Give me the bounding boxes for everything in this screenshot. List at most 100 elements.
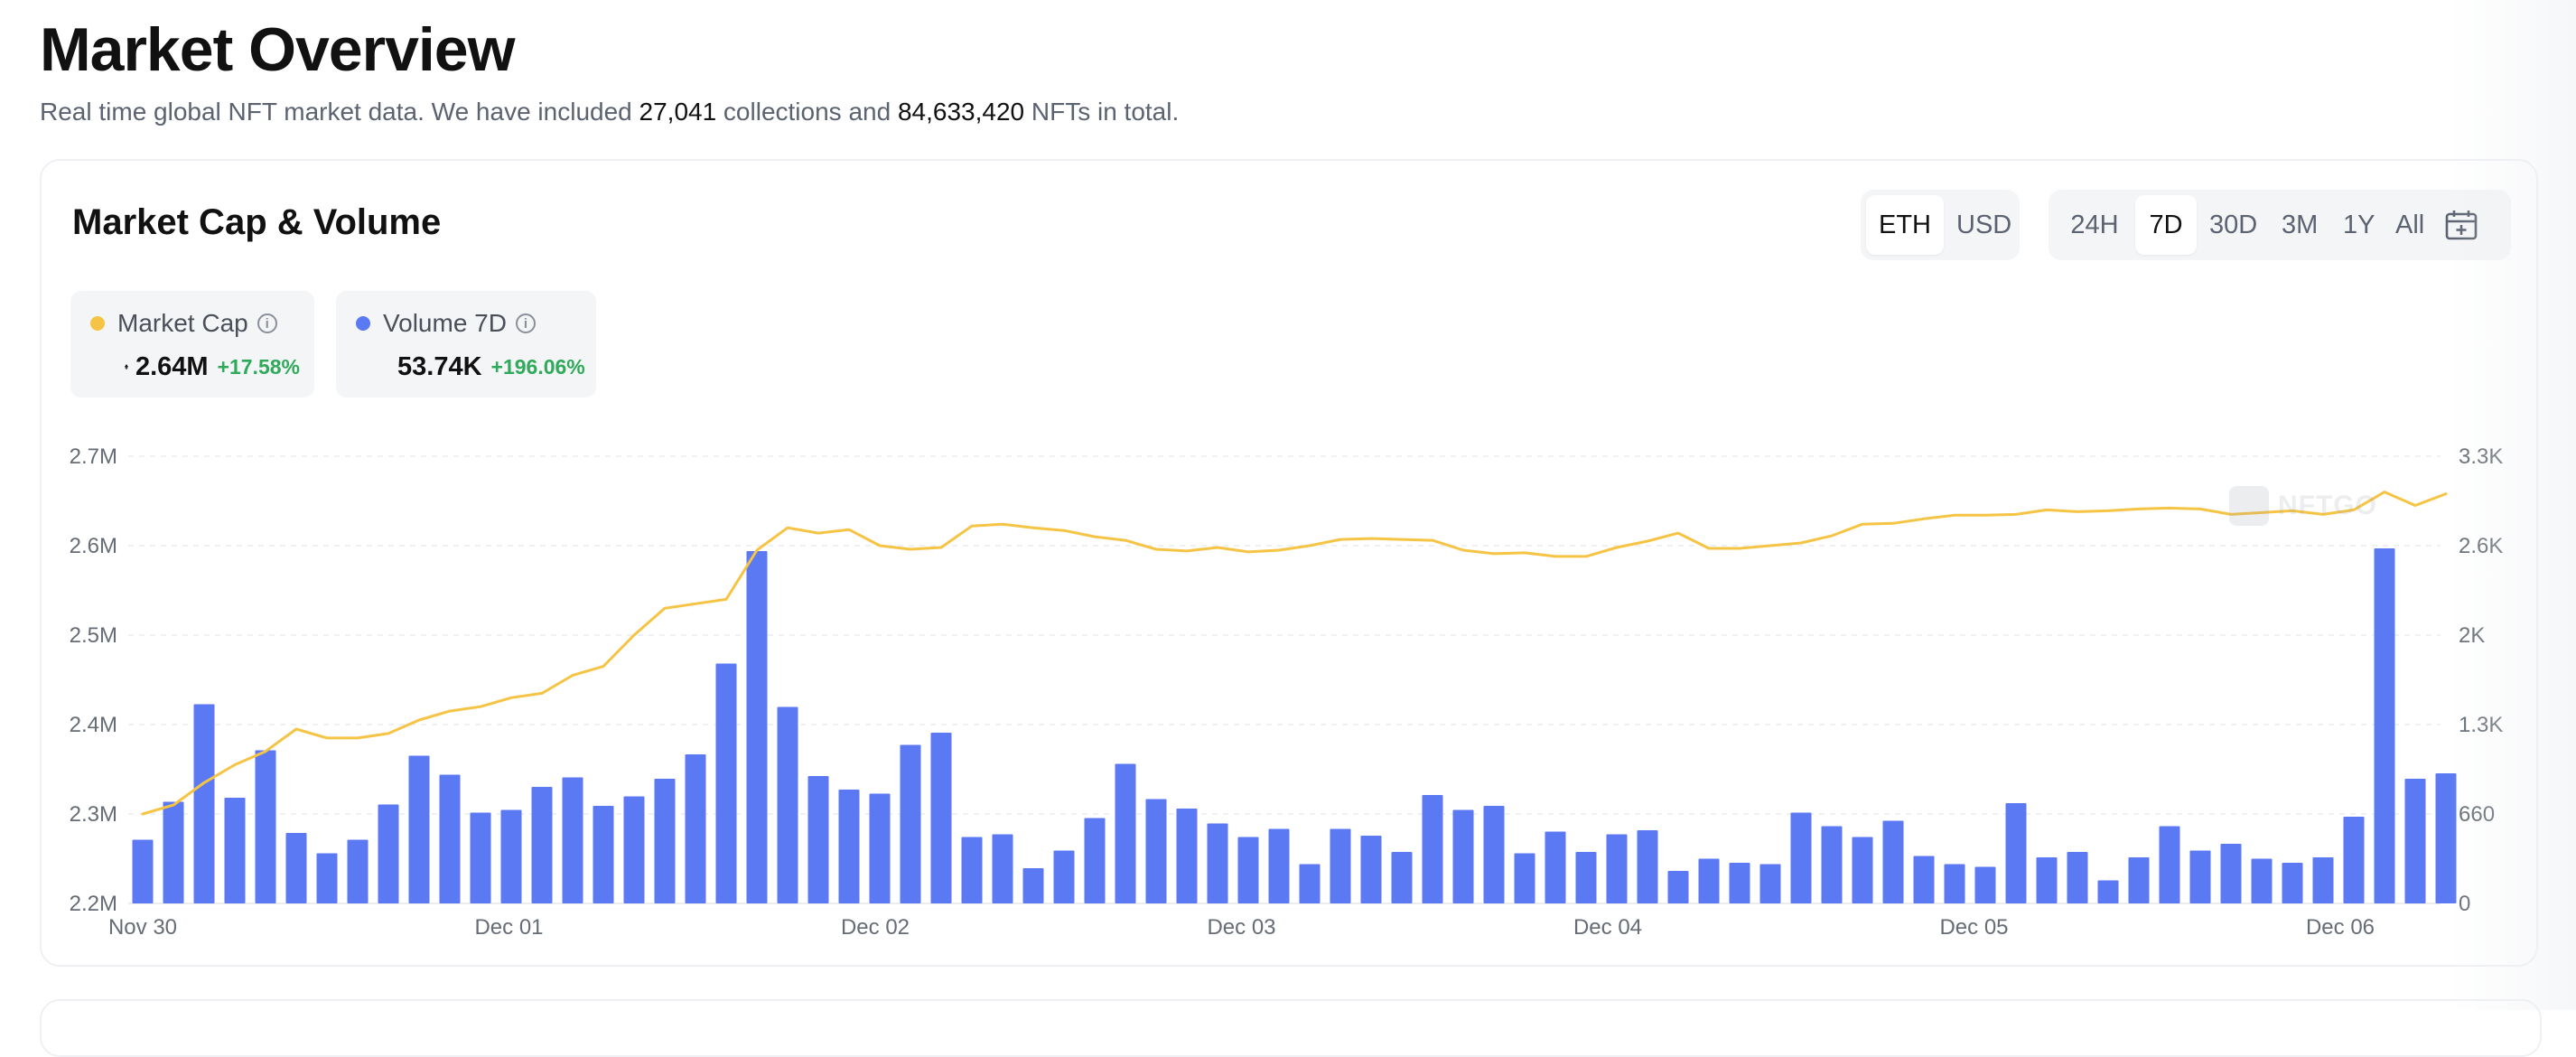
eth-icon xyxy=(125,363,128,370)
volume-bar xyxy=(1115,763,1136,903)
x-tick-label: Dec 02 xyxy=(841,915,910,940)
volume-bar xyxy=(1299,864,1321,903)
currency-toggle: ETH USD xyxy=(1861,190,2020,260)
subtitle-prefix: Real time global NFT market data. We hav… xyxy=(40,98,639,126)
y-left-tick-label: 2.5M xyxy=(70,623,117,648)
volume-bar xyxy=(2067,852,2088,903)
volume-bar xyxy=(531,787,553,903)
volume-change: +196.06% xyxy=(490,354,585,379)
range-tab-30d[interactable]: 30D xyxy=(2209,210,2258,239)
range-tab-24h[interactable]: 24H xyxy=(2070,210,2119,239)
x-tick-label: Dec 06 xyxy=(2306,915,2375,940)
volume-bar xyxy=(746,551,768,903)
volume-bar xyxy=(593,806,614,903)
volume-bar xyxy=(2374,548,2395,903)
legend-volume-7d[interactable]: Volume 7D i 53.74K +196.06% xyxy=(336,291,596,398)
volume-bar xyxy=(562,777,583,903)
market-cap-line xyxy=(141,491,2448,816)
volume-bar xyxy=(992,834,1013,903)
volume-bar xyxy=(163,801,184,903)
volume-bar xyxy=(1790,812,1812,903)
volume-bar xyxy=(347,839,369,903)
nfts-count: 84,633,420 xyxy=(897,98,1025,126)
volume-bar xyxy=(2404,779,2426,903)
volume-bar xyxy=(2312,857,2334,903)
watermark-text: NFTGO xyxy=(2278,491,2377,520)
legend-volume-label: Volume 7D xyxy=(383,309,507,337)
y-right-tick-label: 660 xyxy=(2459,802,2495,827)
volume-bar xyxy=(1974,866,1996,903)
y-right-tick-label: 3.3K xyxy=(2459,444,2503,469)
volume-bar xyxy=(2343,817,2365,903)
collections-count: 27,041 xyxy=(639,98,717,126)
volume-bar xyxy=(1514,853,1535,903)
volume-bar xyxy=(500,809,522,903)
volume-bar xyxy=(1545,831,1566,903)
currency-tab-usd[interactable]: USD xyxy=(1956,210,2012,239)
range-tab-3m[interactable]: 3M xyxy=(2282,210,2319,239)
info-icon[interactable]: i xyxy=(257,313,277,333)
y-right-tick-label: 2K xyxy=(2459,623,2485,648)
currency-tab-eth[interactable]: ETH xyxy=(1866,195,1944,255)
volume-bar xyxy=(930,733,952,903)
info-icon[interactable]: i xyxy=(515,313,536,333)
volume-bar xyxy=(1729,863,1750,903)
x-tick-label: Dec 04 xyxy=(1573,915,1642,940)
range-tab-all[interactable]: All xyxy=(2395,210,2425,239)
volume-bar xyxy=(2435,773,2457,903)
market-chart[interactable]: 2.2M 0 2.3M 660 2.4M 1.3K 2.5M 2K 2.6M 2.6K 2.7M 3.… xyxy=(0,0,2576,1010)
volume-bar xyxy=(1637,830,1658,903)
market-cap-value: 2.64M xyxy=(135,351,209,381)
volume-bar xyxy=(378,804,399,903)
x-tick-label: Nov 30 xyxy=(108,915,177,940)
watermark: NFTGO xyxy=(2229,486,2377,526)
volume-bar xyxy=(1145,799,1167,903)
legend-market-cap[interactable]: Market Cap i 2.64M +17.58% xyxy=(70,291,314,398)
volume-bar xyxy=(1698,858,1720,903)
volume-bar xyxy=(2220,844,2242,903)
volume-bar xyxy=(2036,857,2058,903)
volume-bar xyxy=(316,853,338,903)
volume-bar xyxy=(408,755,430,903)
volume-bar xyxy=(255,750,276,903)
card-title: Market Cap & Volume xyxy=(72,202,442,242)
y-left-tick-label: 2.3M xyxy=(70,802,117,827)
volume-bar xyxy=(1606,834,1628,903)
volume-bar xyxy=(439,774,461,903)
volume-bar xyxy=(1882,820,1904,903)
x-tick-label: Dec 05 xyxy=(1939,915,2008,940)
range-tab-1y[interactable]: 1Y xyxy=(2343,210,2375,239)
watermark-logo-icon xyxy=(2229,486,2269,526)
volume-bar xyxy=(1667,871,1689,903)
volume-bar xyxy=(2005,803,2027,903)
legend-market-cap-label: Market Cap xyxy=(117,309,248,337)
volume-bar xyxy=(1944,864,1965,903)
volume-bar xyxy=(1084,818,1106,903)
volume-bar xyxy=(285,833,307,903)
volume-bar xyxy=(1391,852,1413,903)
volume-bar xyxy=(2159,826,2180,903)
volume-bar xyxy=(1452,809,1474,903)
volume-bar xyxy=(1575,852,1597,903)
range-tab-7d[interactable]: 7D xyxy=(2135,195,2197,255)
volume-bar xyxy=(1268,828,1290,903)
volume-bar xyxy=(132,839,154,903)
volume-bar xyxy=(2251,858,2273,903)
market-cap-change: +17.58% xyxy=(217,354,300,379)
y-left-tick-label: 2.7M xyxy=(70,444,117,469)
volume-bar xyxy=(961,837,983,903)
volume-bar xyxy=(1483,806,1505,903)
volume-bar xyxy=(1237,837,1259,903)
volume-bar xyxy=(1176,809,1198,903)
volume-bar xyxy=(685,754,706,903)
volume-bar xyxy=(2128,857,2150,903)
y-right-tick-label: 0 xyxy=(2459,892,2470,916)
volume-bar xyxy=(2282,863,2303,903)
page-title: Market Overview xyxy=(40,15,516,84)
subtitle-middle: collections and xyxy=(716,98,898,126)
volume-bar xyxy=(1330,828,1351,903)
x-tick-label: Dec 03 xyxy=(1207,915,1275,940)
volume-bar xyxy=(224,798,246,903)
volume-bar xyxy=(1207,823,1228,903)
volume-bar xyxy=(1360,836,1382,903)
